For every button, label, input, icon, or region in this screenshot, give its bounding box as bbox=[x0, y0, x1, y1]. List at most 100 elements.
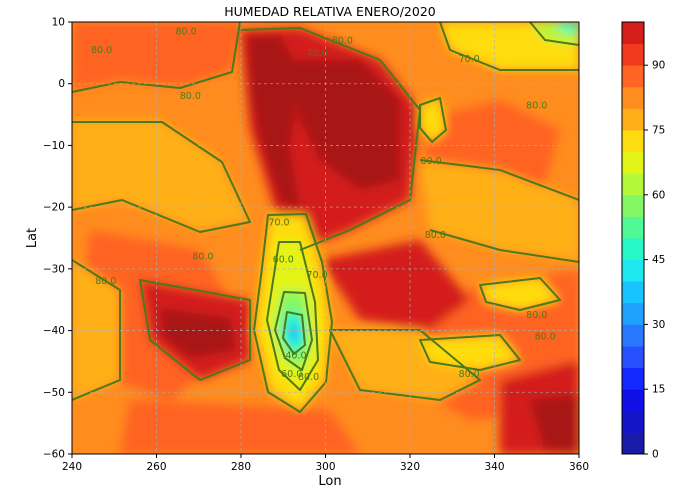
contour-line-east-ring bbox=[479, 277, 561, 311]
contour-label: 80.0 bbox=[175, 26, 196, 37]
region-75-south-mid bbox=[330, 330, 480, 400]
colorbar: 0 15 30 45 60 75 90 bbox=[621, 21, 665, 461]
chart-title: HUMEDAD RELATIVA ENERO/2020 bbox=[224, 4, 436, 19]
y-axis: 10 0 −10 −20 −30 −40 −50 −60 bbox=[43, 17, 72, 461]
colorbar-tick-label: 45 bbox=[652, 254, 665, 266]
contour-line-south-mid bbox=[329, 329, 481, 401]
colorbar-tick-label: 75 bbox=[652, 125, 665, 137]
contour-label: 40.0 bbox=[285, 350, 306, 361]
colorbar-segment bbox=[622, 410, 644, 433]
region-95-west-south bbox=[160, 308, 236, 358]
x-axis: 240 260 280 300 320 340 360 bbox=[62, 454, 589, 473]
region-80-west-north bbox=[72, 22, 240, 90]
contour-label: 60.0 bbox=[281, 369, 302, 380]
contour-line-northeast-corner bbox=[529, 22, 579, 46]
contour-label: 70.0 bbox=[459, 54, 480, 65]
contour-line-east-lower bbox=[429, 229, 579, 263]
y-tick-label: −50 bbox=[43, 387, 65, 399]
colorbar-segment bbox=[622, 173, 644, 196]
contour-label: 80.0 bbox=[535, 332, 556, 343]
contour-label: 80.0 bbox=[95, 276, 116, 287]
contour-label: 80.0 bbox=[91, 45, 112, 56]
x-tick-label: 360 bbox=[569, 461, 589, 473]
region-75-west-south bbox=[72, 260, 120, 400]
contour-line-west-mid bbox=[72, 121, 251, 233]
contour-line-andes-core bbox=[274, 291, 313, 371]
y-tick-label: 10 bbox=[52, 17, 65, 29]
contour-line-east-mid bbox=[419, 159, 579, 201]
contour-label: 80.0 bbox=[526, 310, 547, 321]
contour-label: 80.0 bbox=[332, 36, 353, 47]
contour-line-north-west bbox=[72, 22, 241, 93]
colorbar-segment bbox=[622, 22, 644, 45]
contour-label: 70.0 bbox=[268, 218, 289, 229]
y-tick-label: −40 bbox=[43, 325, 65, 337]
contour-label: 80.0 bbox=[526, 100, 547, 111]
contour-labels: 80.0 80.0 70.0 80.0 70.0 80.0 80.0 80.0 70.0 80.0… bbox=[91, 26, 556, 383]
x-tick-label: 340 bbox=[484, 461, 504, 473]
y-tick-label: −30 bbox=[43, 263, 65, 275]
region-75-west-mid bbox=[72, 120, 250, 230]
contour-label: 80.0 bbox=[180, 91, 201, 102]
contour-label: 80.0 bbox=[298, 372, 319, 383]
x-tick-label: 260 bbox=[146, 461, 166, 473]
region-45-northeast-corner bbox=[555, 22, 579, 34]
contour-lines bbox=[72, 22, 579, 413]
colorbar-tick-label: 60 bbox=[652, 189, 665, 201]
y-tick-label: −60 bbox=[43, 449, 65, 461]
y-tick-label: −10 bbox=[43, 140, 65, 152]
y-axis-label: Lat bbox=[25, 228, 40, 248]
colorbar-segment bbox=[622, 194, 644, 217]
contour-line-southeast-ring bbox=[419, 334, 521, 371]
x-tick-label: 300 bbox=[315, 461, 335, 473]
colorbar-segment bbox=[622, 130, 644, 153]
colorbar-segment bbox=[622, 86, 644, 109]
contour-line-andes-min bbox=[282, 311, 306, 355]
region-70-north-ring bbox=[420, 98, 446, 142]
region-90-central bbox=[320, 240, 470, 330]
colorbar-tick-label: 0 bbox=[652, 449, 659, 461]
colorbar-segment bbox=[622, 43, 644, 66]
y-tick-label: 0 bbox=[58, 78, 65, 90]
colorbar-segment bbox=[622, 346, 644, 369]
colorbar-segment bbox=[622, 65, 644, 88]
colorbar-segment bbox=[622, 367, 644, 390]
colorbar-segment bbox=[622, 432, 644, 455]
contour-label: 80.0 bbox=[425, 230, 446, 241]
contour-line-northeast bbox=[439, 22, 579, 71]
contour-label: 80.0 bbox=[421, 156, 442, 167]
x-tick-label: 240 bbox=[62, 461, 82, 473]
contour-line-andes-inner bbox=[266, 241, 319, 391]
contour-line-amazon bbox=[239, 27, 421, 251]
colorbar-segment bbox=[622, 281, 644, 304]
colorbar-segment bbox=[622, 151, 644, 174]
colorbar-segment bbox=[622, 238, 644, 261]
colorbar-segment bbox=[622, 108, 644, 131]
x-tick-label: 320 bbox=[400, 461, 420, 473]
colorbar-tick-label: 15 bbox=[652, 384, 665, 396]
colorbar-segment bbox=[622, 389, 644, 412]
region-70-east-ring bbox=[480, 278, 560, 310]
y-tick-label: −20 bbox=[43, 202, 65, 214]
region-95-andes-core bbox=[248, 36, 300, 210]
contour-line-west-south bbox=[72, 259, 121, 401]
contour-label: 80.0 bbox=[192, 252, 213, 263]
region-95-amazon bbox=[290, 60, 400, 190]
colorbar-segment bbox=[622, 324, 644, 347]
x-axis-label: Lon bbox=[318, 474, 341, 489]
contour-label: 80.0 bbox=[459, 369, 480, 380]
contour-line-west-humid bbox=[139, 279, 251, 381]
colorbar-tick-label: 90 bbox=[652, 60, 665, 72]
contour-label: 70.0 bbox=[306, 270, 327, 281]
x-tick-label: 280 bbox=[231, 461, 251, 473]
contour-line-andes-outer bbox=[253, 213, 333, 413]
colorbar-segment bbox=[622, 259, 644, 282]
region-30-andes-core bbox=[288, 322, 300, 343]
region-70-south-east bbox=[420, 335, 520, 370]
contour-label: 60.0 bbox=[273, 255, 294, 266]
region-80-south bbox=[120, 400, 360, 454]
colorbar-segment bbox=[622, 216, 644, 239]
colorbar-frame bbox=[621, 21, 645, 455]
humidity-field bbox=[72, 22, 579, 454]
